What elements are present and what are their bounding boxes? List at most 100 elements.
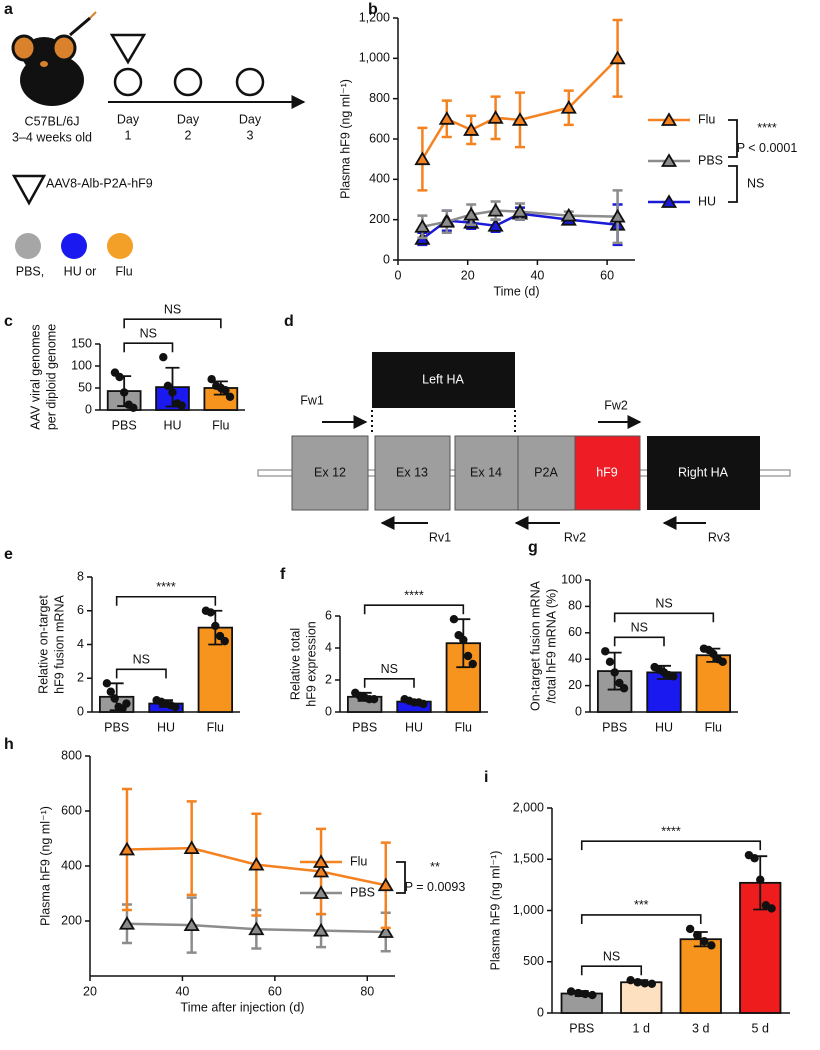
data-point (119, 388, 129, 397)
x-tick-label: PBS (602, 720, 627, 734)
comparison-label: NS (381, 662, 398, 676)
y-tick-label: 6 (325, 608, 332, 622)
comparison-bracket (613, 636, 665, 647)
segment-label: P2A (534, 465, 558, 479)
x-tick-label: 20 (461, 268, 475, 282)
y-tick-label: 0 (85, 402, 92, 416)
data-point (414, 218, 431, 233)
left-arm-label: Left HA (422, 372, 464, 386)
y-tick-label: 40 (568, 651, 582, 665)
x-tick-label: HU (405, 720, 423, 734)
data-point (206, 608, 215, 617)
comparison-label: NS (655, 597, 672, 611)
comparison-bracket (613, 612, 715, 623)
x-tick-label: HU (163, 418, 181, 432)
comparison-bracket (123, 342, 174, 353)
data-point (438, 213, 455, 228)
primer-label: Fw1 (300, 393, 324, 407)
strain-label: C57BL/6J (25, 114, 80, 128)
timepoint-circle (173, 67, 203, 97)
legend-marker (660, 194, 678, 208)
y-tick-label: 2,000 (513, 800, 544, 814)
data-point (377, 877, 394, 892)
treatment-label: HU or (64, 264, 97, 278)
panel-label: h (4, 736, 14, 753)
data-point (601, 647, 610, 656)
data-point (115, 372, 124, 382)
comparison-label: **** (404, 588, 424, 602)
treatment-label: Flu (115, 264, 132, 278)
y-axis-label: On-target fusion mRNA (528, 580, 542, 711)
comparison-bracket (580, 840, 762, 851)
significance-bracket (728, 119, 738, 158)
y-axis-label: hF9 fusion mRNA (52, 595, 66, 694)
data-point (619, 684, 629, 693)
bar (620, 981, 663, 1014)
legend-marker (660, 153, 678, 167)
x-tick-label: 60 (268, 984, 282, 998)
comparison-bracket (123, 318, 222, 329)
panel-label: e (4, 546, 13, 563)
x-tick-label: 3 d (692, 1021, 709, 1035)
vector-label: AAV8-Alb-P2A-hF9 (46, 176, 153, 190)
panel-label: b (368, 1, 378, 18)
y-tick-label: 1,000 (359, 51, 390, 65)
data-point (487, 202, 504, 217)
x-tick-label: 5 d (752, 1021, 769, 1035)
x-tick-label: HU (157, 720, 175, 734)
y-tick-label: 400 (61, 858, 82, 872)
y-axis-label: Plasma hF9 (ng ml⁻¹) (38, 806, 52, 926)
data-point (609, 50, 626, 65)
legend-label: PBS (350, 885, 375, 899)
data-point (177, 401, 186, 410)
segment-label: hF9 (596, 465, 618, 479)
comparison-label: NS (140, 326, 157, 340)
mouse-icon (11, 11, 97, 106)
data-point (183, 917, 200, 932)
bar (679, 938, 722, 1014)
x-tick-label: 20 (83, 984, 97, 998)
data-point (605, 657, 615, 667)
data-point (463, 651, 473, 661)
data-point (700, 937, 709, 946)
y-tick-label: 800 (61, 748, 82, 762)
comparison-label: NS (133, 653, 150, 667)
right-homology-arm (647, 436, 760, 510)
day-label: Day (117, 112, 140, 126)
legend-marker (312, 854, 330, 868)
x-tick-label: PBS (569, 1021, 594, 1035)
data-point (438, 111, 455, 125)
segment-label: Ex 12 (314, 465, 346, 479)
x-tick-label: 0 (395, 268, 402, 282)
data-point (248, 856, 265, 871)
data-point (183, 840, 200, 855)
x-axis-label: Time (d) (493, 284, 539, 298)
data-point (377, 924, 394, 938)
p2a-box (517, 435, 576, 511)
y-tick-label: 0 (77, 704, 84, 718)
data-point (626, 976, 635, 985)
data-point (118, 915, 136, 930)
y-axis-label: Relative total (288, 628, 302, 700)
data-point (647, 979, 657, 988)
segment-label: Ex 13 (396, 465, 428, 479)
significance-label: ** (430, 860, 440, 874)
y-tick-label: 100 (71, 358, 92, 372)
data-point (767, 904, 776, 913)
data-point (207, 375, 216, 384)
data-point (159, 353, 168, 362)
x-tick-label: 80 (360, 984, 374, 998)
y-tick-label: 1,200 (359, 10, 390, 24)
data-point (118, 841, 136, 856)
y-axis-label: hF9 expression (304, 621, 318, 707)
panel-label: f (280, 566, 286, 583)
day-label: 3 (247, 128, 254, 142)
y-tick-label: 1,500 (513, 852, 544, 866)
day-label: 2 (185, 128, 192, 142)
data-point (225, 392, 235, 401)
x-tick-label: 60 (600, 268, 614, 282)
hf9-box (574, 435, 641, 511)
x-tick-label: PBS (104, 720, 129, 734)
legend-label: Flu (350, 854, 367, 868)
x-tick-label: 40 (175, 984, 189, 998)
